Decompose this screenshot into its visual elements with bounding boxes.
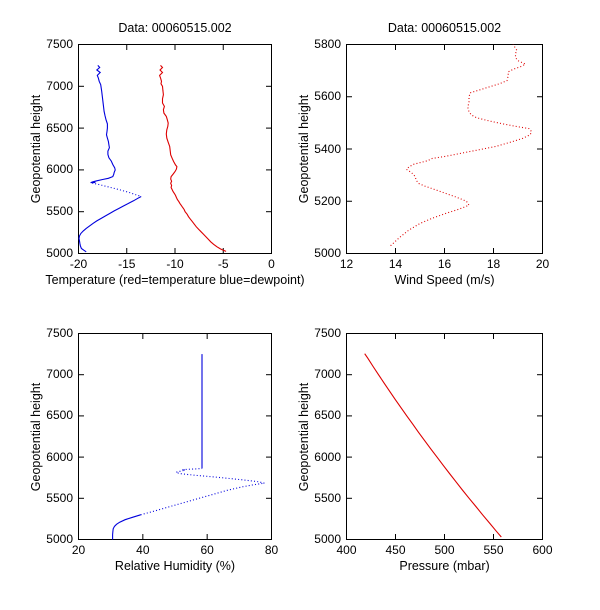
y-axis-label: Geopotential height: [29, 94, 43, 204]
dewpoint-lower-curve: [78, 196, 142, 253]
x-tick-label: 0: [268, 257, 275, 271]
dewpoint-upper-curve: [90, 65, 116, 184]
y-tick-label: 5000: [314, 246, 341, 260]
dewpoint-inversion-curve: [91, 182, 142, 198]
y-tick-label: 5200: [314, 193, 341, 208]
y-tick-label: 5000: [314, 532, 341, 546]
y-tick-label: 7000: [314, 367, 341, 382]
humidity-lower-curve: [112, 514, 141, 540]
y-tick-label: 6000: [46, 162, 73, 177]
y-tick-label: 6500: [46, 408, 73, 423]
axes-box: [346, 44, 543, 254]
y-axis-label: Geopotential height: [29, 382, 43, 491]
x-tick-label: 550: [483, 543, 504, 557]
x-tick-label: 400: [336, 543, 357, 557]
x-tick-label: 60: [200, 543, 214, 557]
y-tick-label: 7500: [314, 326, 341, 340]
x-tick-label: 40: [136, 543, 150, 557]
humidity-drop-curve: [174, 467, 265, 484]
relative-humidity-plot-canvas: [78, 333, 272, 540]
pressure-curve: [364, 353, 502, 538]
y-tick-label: 5400: [314, 141, 341, 156]
x-tick-label: 18: [486, 257, 501, 271]
wind-speed-plot-canvas: [346, 44, 543, 254]
x-tick-label: 14: [388, 257, 403, 271]
y-tick-label: 5000: [46, 246, 73, 260]
x-axis-label: Temperature (red=temperature blue=dewpoi…: [45, 273, 305, 287]
y-tick-label: 5500: [46, 204, 73, 219]
y-tick-label: 5600: [314, 89, 341, 104]
x-tick-label: -15: [118, 257, 136, 271]
x-tick-label: 20: [71, 543, 86, 557]
axes-box: [346, 333, 543, 540]
y-tick-label: 7000: [46, 78, 73, 93]
x-tick-label: -10: [166, 257, 184, 271]
x-tick-label: 500: [434, 543, 455, 557]
x-tick-label: 80: [264, 543, 279, 557]
temperature-plot-canvas: [78, 44, 272, 254]
y-axis-label: Geopotential height: [297, 382, 311, 491]
y-tick-label: 6000: [314, 449, 341, 464]
y-tick-label: 7500: [46, 326, 73, 340]
x-tick-label: 12: [339, 257, 354, 271]
y-tick-label: 6500: [314, 408, 341, 423]
axes-box: [78, 333, 272, 540]
pressure-plot-canvas: [346, 333, 543, 540]
humidity-rise-curve: [140, 482, 265, 516]
x-axis-label: Pressure (mbar): [399, 559, 490, 573]
y-tick-label: 5500: [46, 490, 73, 505]
axes-box: [78, 44, 272, 254]
x-tick-label: -20: [69, 257, 88, 271]
y-tick-label: 6500: [46, 120, 73, 135]
y-tick-label: 6000: [46, 449, 73, 464]
x-axis-label: Relative Humidity (%): [114, 559, 236, 573]
x-axis-label: Wind Speed (m/s): [394, 273, 495, 287]
y-tick-label: 5800: [314, 37, 341, 51]
x-tick-label: 450: [385, 543, 406, 557]
y-tick-label: 5500: [314, 490, 341, 505]
plot-title: Data: 00060515.002: [118, 21, 232, 35]
x-tick-label: 16: [437, 257, 452, 271]
x-tick-label: 600: [532, 543, 553, 557]
y-tick-label: 7000: [46, 367, 73, 382]
y-tick-label: 5000: [46, 532, 73, 546]
temperature-curve: [158, 65, 227, 252]
x-tick-label: -5: [217, 257, 229, 271]
wind-speed-curve: [390, 44, 533, 247]
x-tick-label: 20: [535, 257, 550, 271]
y-tick-label: 7500: [46, 37, 73, 51]
plot-title: Data: 00060515.002: [387, 21, 502, 35]
